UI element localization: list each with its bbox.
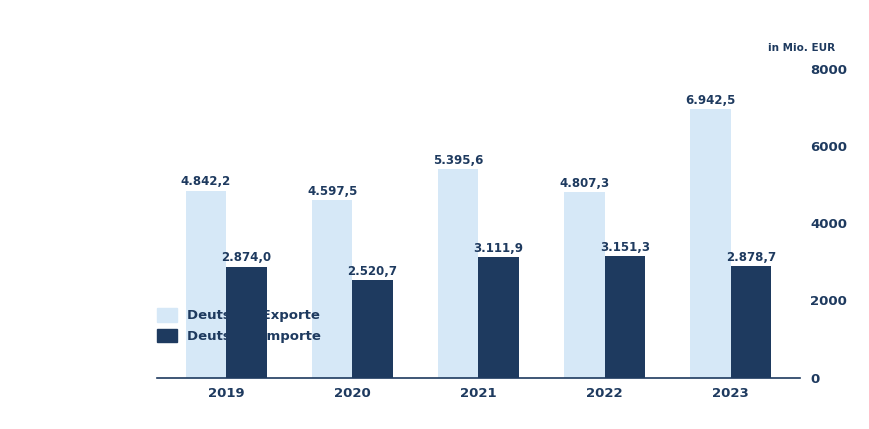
Bar (438, 169, 478, 378)
Bar (690, 109, 730, 378)
Bar (312, 200, 352, 378)
Text: 2.874,0: 2.874,0 (221, 251, 271, 264)
Legend: Deutsche Exporte, Deutsche Importe: Deutsche Exporte, Deutsche Importe (156, 308, 321, 343)
Bar (186, 190, 226, 378)
Text: 4.807,3: 4.807,3 (559, 177, 609, 190)
Text: 5.395,6: 5.395,6 (433, 154, 483, 167)
Bar (352, 280, 392, 378)
Bar (604, 256, 644, 378)
Text: in Mio. EUR: in Mio. EUR (767, 43, 834, 53)
Bar (564, 192, 604, 378)
Text: 4.597,5: 4.597,5 (307, 185, 357, 198)
Bar (730, 266, 770, 378)
Bar (478, 257, 518, 378)
Text: 6.942,5: 6.942,5 (685, 94, 735, 107)
Text: 4.842,2: 4.842,2 (181, 175, 231, 188)
Bar (226, 266, 266, 378)
Text: 2.878,7: 2.878,7 (725, 251, 775, 264)
Text: 3.111,9: 3.111,9 (473, 242, 523, 255)
Text: 3.151,3: 3.151,3 (599, 241, 649, 254)
Text: 2.520,7: 2.520,7 (347, 265, 397, 278)
